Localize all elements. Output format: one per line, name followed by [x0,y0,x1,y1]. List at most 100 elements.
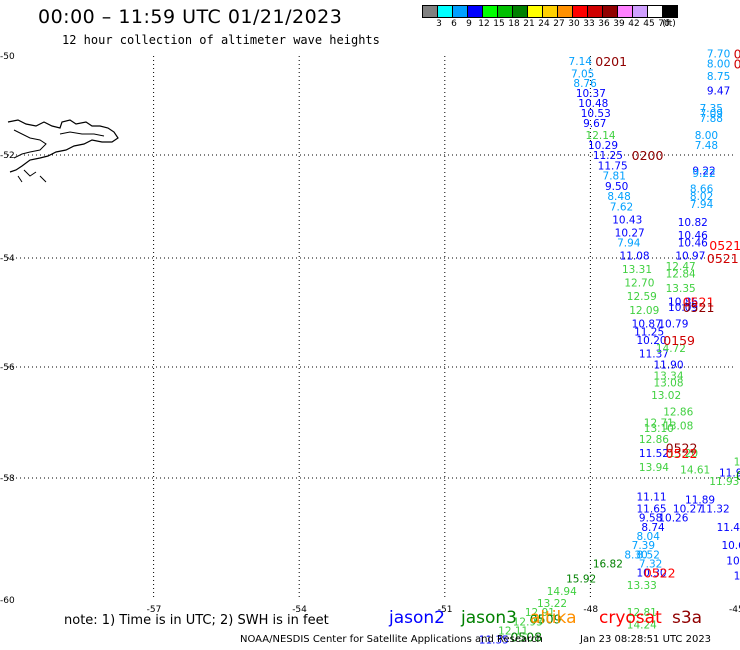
wave-height-value: 8.76 [573,78,597,90]
wave-height-value: 11.32 [700,504,730,516]
longitude-label: -54 [292,605,307,615]
pass-time-label: 0521 [683,295,715,310]
wave-height-value: 8.30 [624,549,647,561]
scale-label: 6 [451,19,457,29]
wave-height-value: 7.05 [571,68,594,80]
wave-height-value: 12.59 [627,291,657,303]
satellite-legend-cryosat: cryosat [599,608,662,628]
axis-labels: -50 -52 -54 -56 -58 -60 -57 -54 -51 -48 -45 [0,52,740,615]
latitude-label: -58 [0,474,15,484]
wave-height-value: 7.94 [617,238,641,250]
color-scale: 3 6 9 12 15 18 21 24 27 30 33 36 39 42 45 70 (ft) [422,5,678,31]
scale-swatch [662,5,678,18]
longitude-label: -45 [729,605,740,615]
wave-height-value: 10.86 [668,297,698,309]
wave-height-value: 13.33 [627,580,657,592]
wave-height-value: 11.93 [709,476,739,488]
wave-height-value: 10.26 [658,513,688,525]
wave-height-value: 9.50 [605,181,628,193]
wave-height-value: 11.08 [620,250,650,262]
wave-height-value: 8.75 [707,71,730,83]
wave-height-value: 10.29 [588,140,618,152]
wave-height-value: 9.67 [583,118,606,130]
wave-height-value: 13.94 [639,462,669,474]
wave-height-value: 10.87 [632,318,662,330]
wave-height-value: 12.70 [624,278,654,290]
wave-height-value: 9.22 [692,165,715,177]
latitude-label: -50 [0,52,15,62]
wave-height-value: 10.53 [581,108,611,120]
wave-height-value: 12.86 [663,406,693,418]
wave-height-value: 11.89 [685,494,715,506]
pass-time-label: 0508 [510,630,542,645]
wave-height-value: 13.22 [537,598,567,610]
wave-height-value: 12.81 [627,607,657,619]
scale-label: 45 [643,19,655,29]
wave-height-observations: 7.147.058.7610.3710.4810.539.6712.1410.2… [479,49,740,647]
satellite-legend-altika: altika [530,608,577,628]
scale-label: 18 [508,19,520,29]
scale-label: 3 [436,19,442,29]
wave-height-value: 14.61 [680,465,710,477]
wave-height-value: 8.02 [690,191,713,203]
wave-height-value: 7.32 [639,558,662,570]
pass-time-tags: 0201020005050521052105210521015905220522… [510,47,740,645]
scale-unit-label: (ft) [662,19,676,29]
scale-label: 21 [523,19,535,29]
wave-height-value: 7.39 [632,540,655,552]
pass-time-label: 0522 [666,440,698,455]
credit-text: NOAA/NESDIS Center for Satellite Applica… [240,634,543,645]
wave-height-value: 10.97 [675,250,705,262]
pass-time-label: 0521 [683,300,715,315]
wave-height-value: 8.66 [690,183,714,195]
wave-height-value: 11.52 [639,448,669,460]
timestamp-text: Jan 23 08:28:51 UTC 2023 [580,634,712,645]
latitude-label: -60 [0,596,15,606]
longitude-label: -48 [583,605,598,615]
wave-height-value: 8.00 [695,130,718,142]
wave-height-value: 12.86 [639,434,669,446]
wave-height-value: 10.46 [678,238,708,250]
latitude-label: -54 [0,254,15,264]
wave-height-value: 11.90 [653,359,683,371]
wave-height-value: 12.47 [666,261,696,273]
pass-time-label: 0509 [530,611,562,626]
scale-label: 27 [553,19,565,29]
wave-height-value: 13.20 [668,448,698,460]
wave-height-value: 10.27 [673,504,703,516]
wave-height-value: 15.92 [566,574,596,586]
wave-height-value: 10.46 [678,230,708,242]
wave-height-value: 10.30 [637,568,667,580]
pass-time-label: 05 [734,56,740,71]
wave-height-value: 13 [734,456,740,468]
wave-height-value: 7.35 [700,103,723,115]
wave-height-value: 12.71 [644,418,674,430]
scale-label: 39 [613,19,625,29]
wave-height-value: 13.08 [653,378,683,390]
wave-height-value: 8.52 [637,549,660,561]
latitude-label: -56 [0,363,15,373]
wave-height-value: 13.02 [651,390,681,402]
wave-height-value: 7.70 [707,49,730,61]
satellite-legend-s3a: s3a [672,608,703,628]
wave-height-value: 13.08 [663,420,693,432]
scale-label: 42 [628,19,640,29]
wave-height-value: 10 [734,571,740,583]
wave-height-value: 8.04 [637,531,661,543]
scale-label: 12 [478,19,490,29]
pass-time-label: 0522 [644,566,676,581]
wave-height-value: 13.35 [666,283,696,295]
satellite-legend-jason3: jason3 [461,608,517,628]
wave-height-value: 7.81 [603,171,626,183]
wave-height-value: 13.31 [622,264,652,276]
wave-height-value: 11.35 [479,635,509,647]
wave-height-value: 8.00 [707,58,730,70]
pass-time-label: 0522 [666,446,698,461]
scale-label: 33 [583,19,595,29]
wave-height-value: 14.24 [627,619,657,631]
wave-height-value: 10.09 [668,302,698,314]
wave-height-value: 12.91 [525,607,555,619]
color-scale-labels: 3 6 9 12 15 18 21 24 27 30 33 36 39 42 45 70 (ft) [422,19,677,31]
pass-time-label: 0159 [663,333,695,348]
